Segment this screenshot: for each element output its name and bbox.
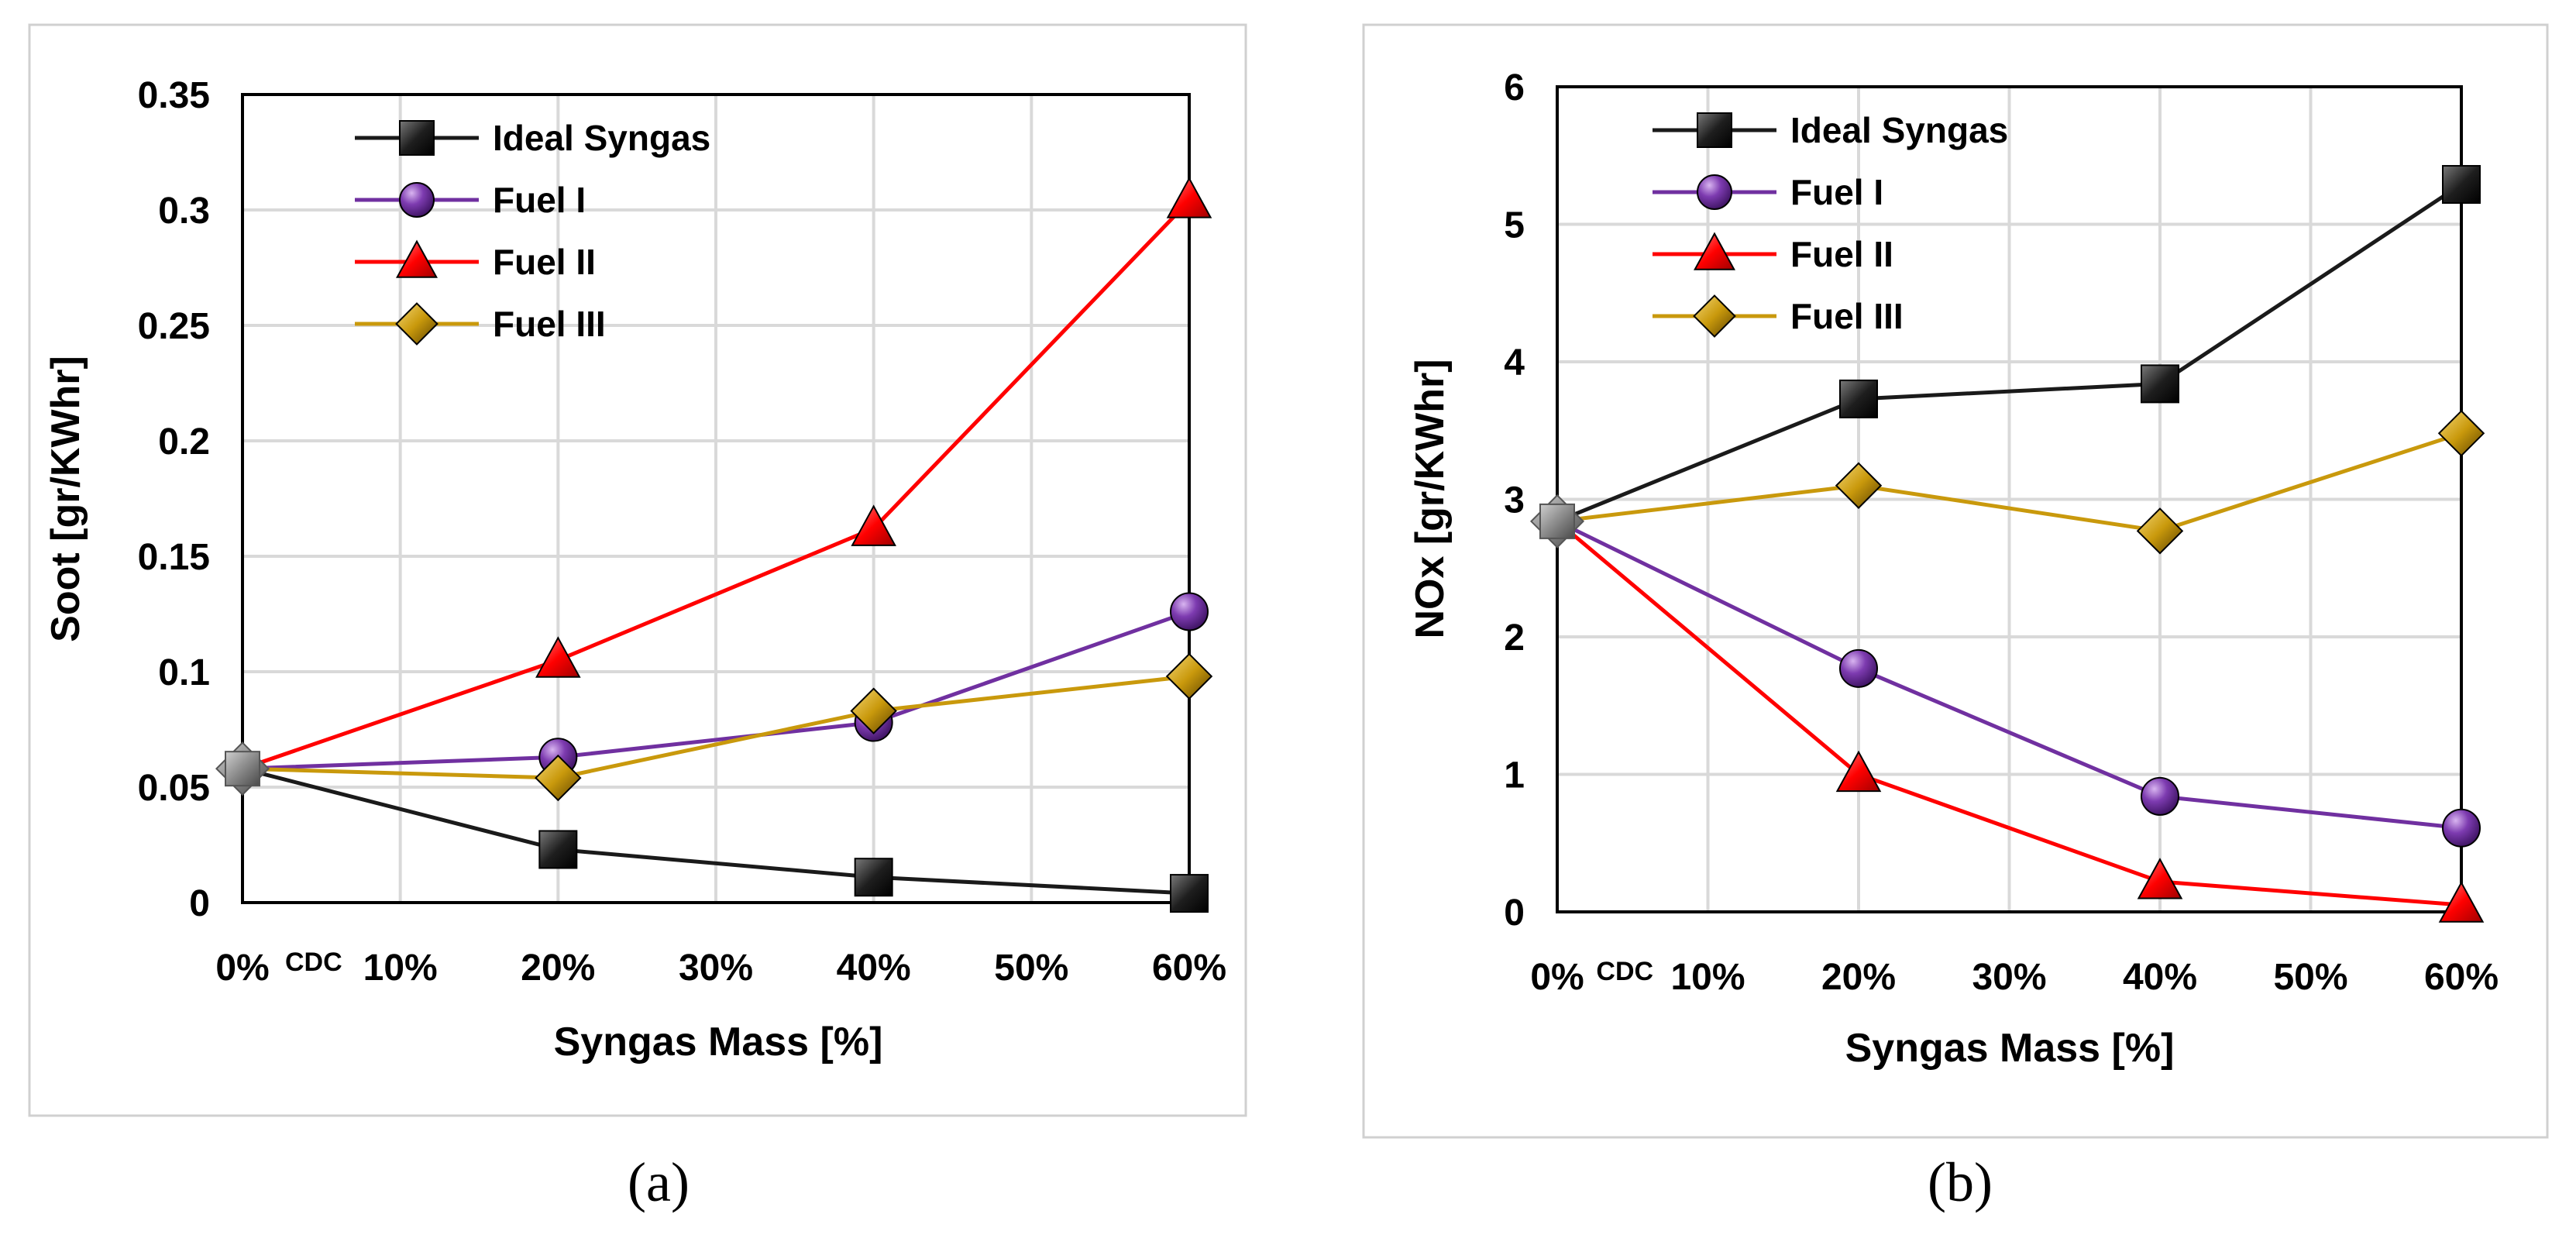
data-point-fuel-iii — [1835, 462, 1883, 509]
legend-marker — [1697, 174, 1732, 210]
y-tick-label: 0 — [1504, 893, 1525, 934]
x-tick-label: 50% — [2273, 957, 2347, 998]
x-tick-label: 30% — [679, 948, 753, 989]
legend-marker — [399, 182, 435, 218]
y-tick-label: 0.1 — [158, 652, 210, 693]
legend-label: Fuel II — [493, 242, 596, 282]
x-axis-title: Syngas Mass [%] — [554, 1020, 883, 1065]
legend-marker — [396, 239, 438, 278]
data-point-fuel-ii — [1835, 750, 1882, 793]
x-tick-label: 60% — [1152, 948, 1226, 989]
x-tick-label: 10% — [1670, 957, 1745, 998]
series-line-fuel-iii — [242, 674, 1190, 780]
cdc-annotation: CDC — [285, 948, 342, 977]
data-point-fuel-iii — [2136, 507, 2184, 555]
legend-label: Ideal Syngas — [493, 118, 710, 158]
legend-label: Fuel III — [493, 304, 606, 344]
legend-label: Fuel I — [493, 180, 586, 220]
chart-panel-a: 0 0.05 0.1 0.15 0.2 0.25 0.3 0.35 0% 10% 20% 30% 40%… — [28, 23, 1247, 1213]
data-point-fuel-i — [1839, 648, 1878, 688]
x-tick-label: 30% — [1972, 957, 2046, 998]
legend-label: Fuel I — [1790, 172, 1883, 212]
data-point-ideal-syngas — [854, 858, 893, 897]
data-point-fuel-ii — [2438, 881, 2485, 923]
panel-caption: (b) — [1928, 1151, 1993, 1213]
y-tick-label: 0.2 — [158, 421, 210, 463]
y-tick-label: 2 — [1504, 617, 1525, 659]
series-line-fuel-i — [242, 610, 1190, 771]
x-tick-label: 60% — [2424, 957, 2499, 998]
data-point-fuel-iii — [1165, 652, 1213, 700]
data-point-fuel-i — [1170, 592, 1209, 631]
data-point-ideal-syngas — [1170, 874, 1209, 913]
data-point-fuel-ii — [1166, 177, 1212, 218]
data-point-ideal-syngas — [2442, 165, 2481, 205]
legend-marker — [399, 120, 435, 156]
series-line-ideal-syngas — [1556, 182, 2463, 524]
x-tick-label: 20% — [521, 948, 595, 989]
data-point-fuel-iii — [2437, 410, 2485, 457]
data-point-fuel-i — [2141, 776, 2179, 816]
legend-label: Ideal Syngas — [1790, 110, 2008, 150]
plot-area-border — [241, 93, 1191, 904]
y-axis-title: NOx [gr/KWhr] — [1408, 359, 1453, 638]
series-line-fuel-ii — [1556, 519, 2462, 907]
data-point-ideal-syngas — [538, 830, 578, 869]
start-point-square — [1539, 503, 1575, 539]
legend-label: Fuel II — [1790, 234, 1893, 274]
x-tick-label: 50% — [994, 948, 1068, 989]
series-line-fuel-i — [1556, 519, 2462, 831]
legend-label: Fuel III — [1790, 296, 1904, 336]
y-tick-label: 0.3 — [158, 191, 210, 232]
x-tick-label: 40% — [837, 948, 911, 989]
data-point-fuel-ii — [2137, 858, 2183, 899]
y-tick-label: 0.25 — [138, 306, 210, 347]
data-point-ideal-syngas — [2141, 364, 2179, 404]
series-line-ideal-syngas — [242, 766, 1190, 896]
y-tick-label: 0.35 — [138, 75, 210, 116]
x-tick-label: 0% — [215, 948, 269, 989]
legend-marker — [395, 302, 439, 346]
chart-frame — [1362, 23, 2549, 1139]
y-tick-label: 0.15 — [138, 537, 210, 578]
x-axis-title: Syngas Mass [%] — [1845, 1026, 2175, 1071]
series-line-fuel-iii — [1556, 431, 2462, 533]
y-axis-title: Soot [gr/KWhr] — [43, 356, 88, 642]
panel-caption: (a) — [628, 1151, 690, 1213]
data-point-fuel-iii — [850, 687, 897, 734]
y-tick-label: 3 — [1504, 480, 1525, 521]
y-tick-label: 4 — [1504, 342, 1525, 384]
legend-marker — [1697, 112, 1732, 148]
data-point-ideal-syngas — [1839, 379, 1878, 418]
x-tick-label: 0% — [1530, 957, 1584, 998]
data-point-fuel-i — [2442, 808, 2481, 848]
series-line-fuel-ii — [242, 199, 1191, 771]
data-point-fuel-ii — [535, 636, 581, 678]
y-tick-label: 6 — [1504, 67, 1525, 108]
start-point-square — [225, 751, 260, 787]
legend-marker — [1693, 294, 1736, 338]
data-point-fuel-iii — [535, 754, 582, 802]
y-tick-label: 0.05 — [138, 768, 210, 809]
x-tick-label: 10% — [363, 948, 438, 989]
y-tick-label: 1 — [1504, 755, 1525, 796]
y-tick-label: 0 — [189, 883, 210, 924]
cdc-annotation: CDC — [1596, 957, 1653, 986]
x-tick-label: 40% — [2123, 957, 2197, 998]
x-tick-label: 20% — [1821, 957, 1896, 998]
data-point-fuel-ii — [851, 504, 896, 546]
chart-frame — [28, 23, 1247, 1117]
y-tick-label: 5 — [1504, 205, 1525, 246]
legend-marker — [1694, 232, 1735, 270]
